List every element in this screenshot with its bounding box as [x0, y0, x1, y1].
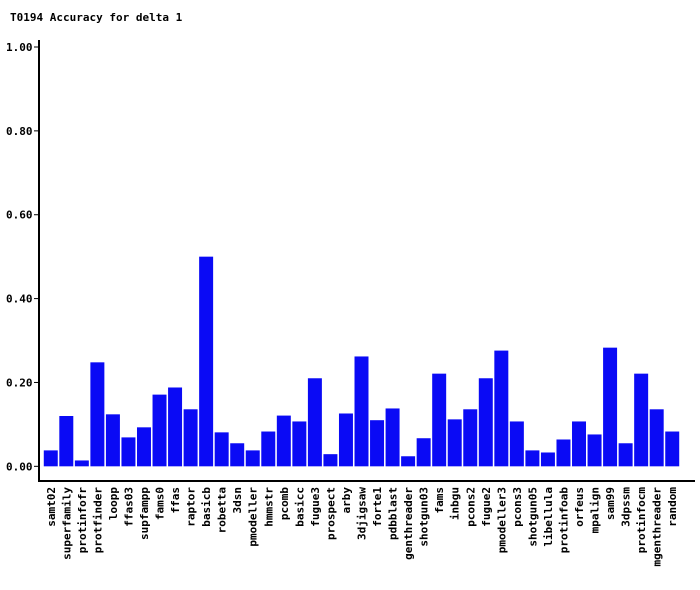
x-tick-label: mgenthreader	[651, 487, 664, 567]
y-tick-label: 0.00	[6, 460, 33, 473]
bar	[556, 439, 571, 467]
x-tick-label: basicc	[293, 487, 306, 527]
bar	[199, 256, 214, 467]
y-tick-label: 1.00	[6, 41, 33, 54]
bar	[168, 387, 183, 467]
bar	[432, 373, 447, 467]
bar	[463, 409, 478, 467]
x-tick-label: fugue3	[309, 487, 322, 527]
x-tick-label: protfinder	[91, 487, 104, 554]
x-tick-label: 3djigsaw	[356, 487, 369, 540]
x-tick-label: shotgun05	[526, 487, 539, 547]
bar	[90, 362, 105, 467]
x-tick-label: protinfoab	[557, 487, 570, 554]
bar	[370, 420, 385, 467]
y-tick-label: 0.80	[6, 125, 33, 138]
x-tick-label: pcons2	[464, 487, 477, 527]
bar	[183, 409, 198, 467]
x-tick-label: pcons3	[511, 487, 524, 527]
bar	[572, 421, 587, 467]
bar	[385, 408, 400, 467]
x-tick-label: raptor	[185, 487, 198, 527]
x-tick-label: prospect	[324, 487, 337, 540]
bar	[214, 432, 229, 467]
x-tick-label: superfamily	[60, 487, 73, 560]
bar	[245, 450, 260, 467]
bar	[618, 443, 633, 467]
bar	[323, 454, 338, 467]
x-tick-label: libellula	[542, 487, 555, 547]
bar	[354, 356, 369, 467]
x-tick-label: fugue2	[480, 487, 493, 527]
x-tick-label: random	[666, 487, 679, 527]
bar	[307, 378, 322, 467]
bar	[665, 431, 680, 467]
x-tick-label: protinfofr	[76, 487, 89, 554]
bar	[121, 437, 136, 467]
x-tick-label: fams0	[154, 487, 167, 520]
bar	[230, 443, 245, 467]
bar	[43, 450, 58, 467]
bar	[105, 414, 120, 467]
bar	[447, 419, 462, 467]
y-tick-label: 0.40	[6, 293, 33, 306]
bar	[59, 416, 74, 467]
bar	[649, 409, 664, 467]
bar	[525, 450, 540, 467]
x-tick-label: ffas03	[122, 487, 135, 527]
x-tick-label: orfeus	[573, 487, 586, 527]
x-tick-label: inbgu	[449, 487, 462, 520]
x-tick-label: 3dsn	[231, 487, 244, 514]
bar	[261, 431, 276, 467]
x-tick-label: basicb	[200, 487, 213, 527]
x-tick-label: genthreader	[402, 487, 415, 560]
x-tick-label: protinfocm	[635, 487, 648, 554]
bar	[540, 452, 555, 467]
bar	[152, 394, 167, 467]
bar	[136, 427, 151, 467]
bar	[292, 421, 307, 467]
bar	[416, 438, 431, 467]
bar	[401, 456, 416, 467]
y-tick-label: 0.20	[6, 376, 33, 389]
bar	[587, 434, 602, 467]
x-tick-label: fams	[433, 487, 446, 514]
x-tick-label: 3dpssm	[620, 487, 633, 527]
y-tick-label: 0.60	[6, 209, 33, 222]
x-tick-label: shotgun03	[418, 487, 431, 547]
x-tick-label: arby	[340, 487, 353, 514]
chart-title: T0194 Accuracy for delta 1	[10, 11, 183, 24]
x-tick-label: pmodeller3	[495, 487, 508, 553]
bar	[74, 460, 89, 467]
x-tick-label: ffas	[169, 487, 182, 514]
x-tick-label: pmodeller	[247, 487, 260, 547]
x-tick-label: samt02	[45, 487, 58, 527]
bar	[494, 350, 509, 467]
bar	[634, 373, 649, 467]
x-tick-label: sam99	[604, 487, 617, 520]
x-tick-label: supfampp	[138, 487, 151, 540]
x-tick-label: pcomb	[278, 487, 291, 520]
x-tick-label: pdbblast	[387, 487, 400, 540]
bar	[276, 415, 291, 467]
x-tick-label: loopp	[107, 487, 120, 520]
x-tick-label: mpalign	[589, 487, 602, 533]
bar	[338, 413, 353, 467]
bar	[478, 378, 493, 467]
bar	[603, 347, 618, 467]
x-tick-label: forte1	[371, 487, 384, 527]
x-tick-label: robetta	[216, 487, 229, 533]
bar	[509, 421, 524, 467]
x-tick-label: hmmstr	[262, 487, 275, 527]
